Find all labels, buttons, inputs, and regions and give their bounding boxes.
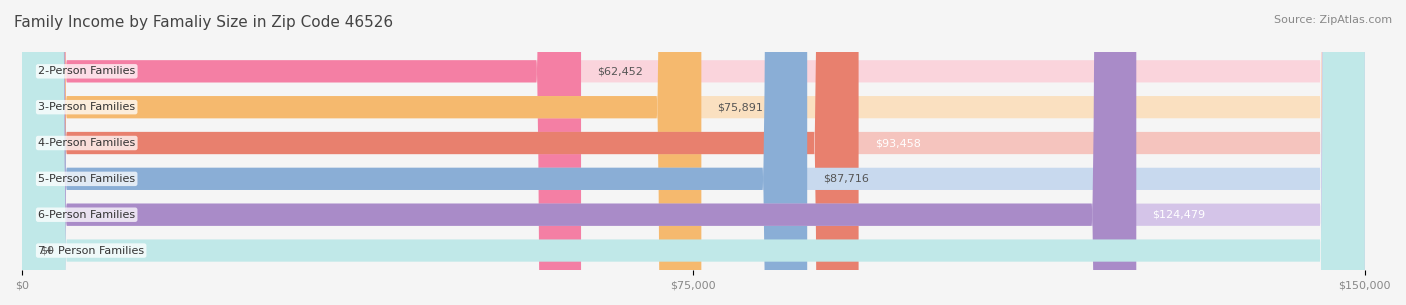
Text: Source: ZipAtlas.com: Source: ZipAtlas.com <box>1274 15 1392 25</box>
FancyBboxPatch shape <box>22 0 807 305</box>
FancyBboxPatch shape <box>22 0 1365 305</box>
Text: 5-Person Families: 5-Person Families <box>38 174 135 184</box>
Text: $75,891: $75,891 <box>717 102 763 112</box>
FancyBboxPatch shape <box>22 0 1365 305</box>
FancyBboxPatch shape <box>22 0 1365 305</box>
Text: 2-Person Families: 2-Person Families <box>38 66 135 76</box>
FancyBboxPatch shape <box>22 0 1365 305</box>
Text: $87,716: $87,716 <box>824 174 869 184</box>
FancyBboxPatch shape <box>22 0 702 305</box>
Text: $62,452: $62,452 <box>598 66 643 76</box>
Text: $93,458: $93,458 <box>875 138 921 148</box>
Text: 7+ Person Families: 7+ Person Families <box>38 246 145 256</box>
Text: 3-Person Families: 3-Person Families <box>38 102 135 112</box>
FancyBboxPatch shape <box>22 0 581 305</box>
FancyBboxPatch shape <box>22 0 1365 305</box>
Text: $0: $0 <box>39 246 53 256</box>
Text: 6-Person Families: 6-Person Families <box>38 210 135 220</box>
FancyBboxPatch shape <box>22 0 859 305</box>
FancyBboxPatch shape <box>22 0 1136 305</box>
Text: Family Income by Famaliy Size in Zip Code 46526: Family Income by Famaliy Size in Zip Cod… <box>14 15 394 30</box>
Text: $124,479: $124,479 <box>1153 210 1205 220</box>
Text: 4-Person Families: 4-Person Families <box>38 138 135 148</box>
FancyBboxPatch shape <box>22 0 1365 305</box>
